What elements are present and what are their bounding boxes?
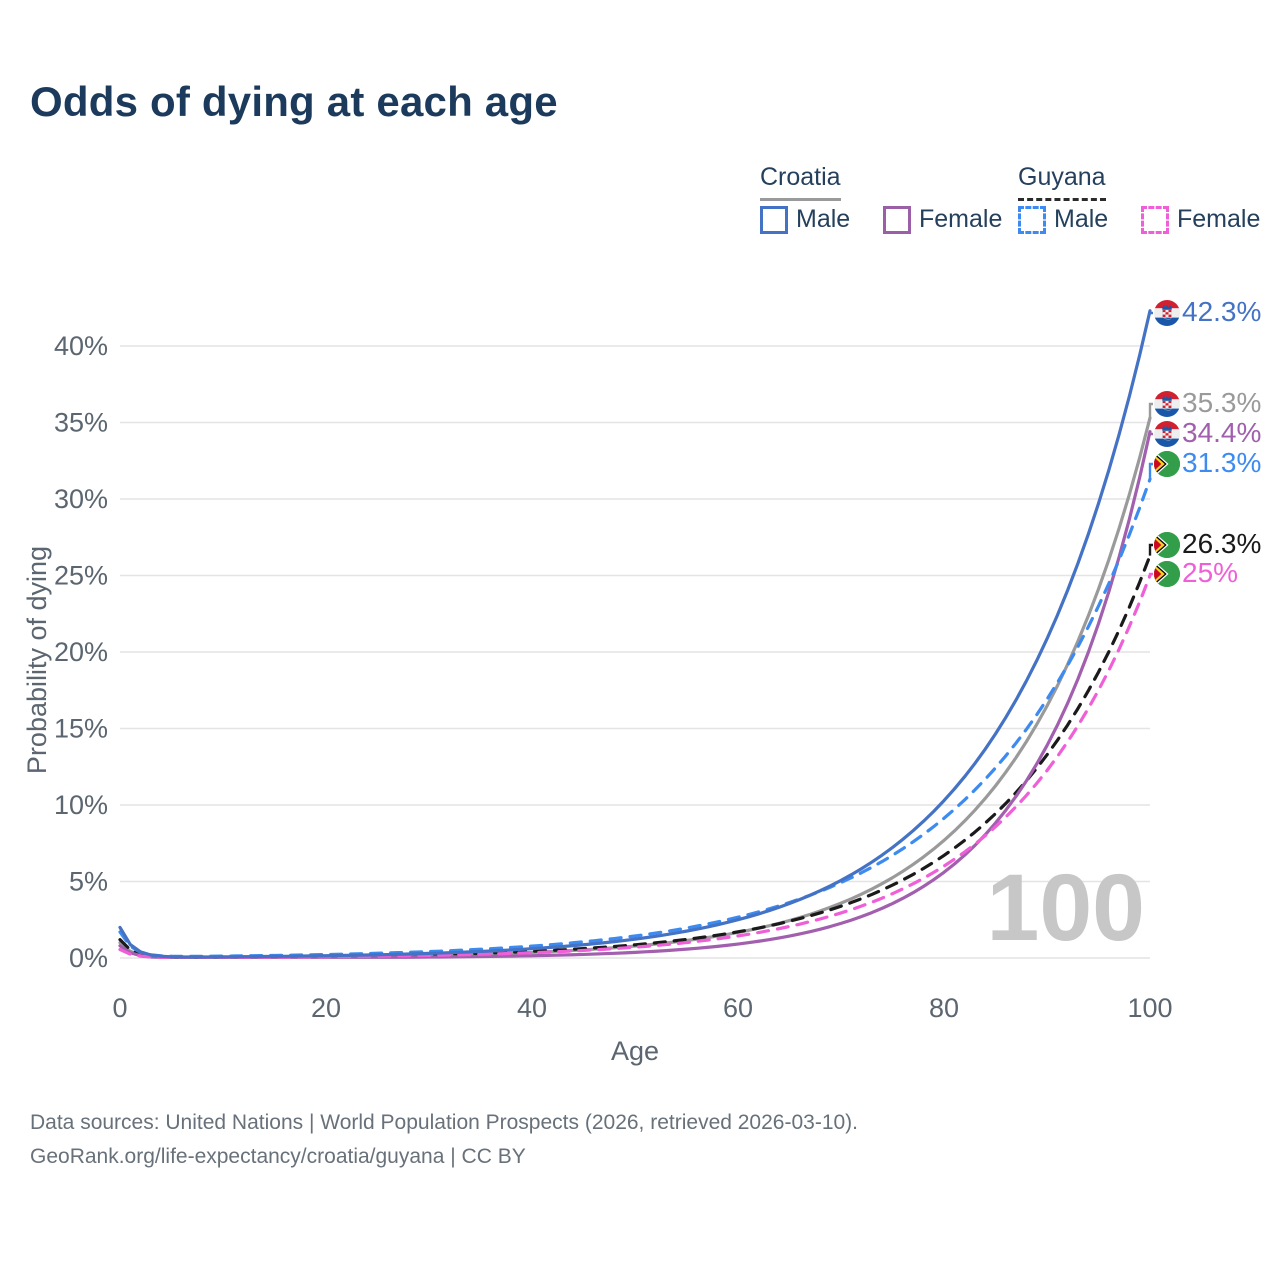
- svg-text:100: 100: [1127, 993, 1172, 1023]
- svg-text:34.4%: 34.4%: [1182, 417, 1261, 448]
- svg-text:35.3%: 35.3%: [1182, 387, 1261, 418]
- svg-text:30%: 30%: [54, 484, 108, 514]
- svg-text:0: 0: [112, 993, 127, 1023]
- svg-text:10%: 10%: [54, 790, 108, 820]
- svg-text:15%: 15%: [54, 714, 108, 744]
- svg-text:20: 20: [311, 993, 341, 1023]
- svg-text:Probability of dying: Probability of dying: [22, 546, 52, 774]
- svg-text:60: 60: [723, 993, 753, 1023]
- svg-text:20%: 20%: [54, 637, 108, 667]
- svg-text:80: 80: [929, 993, 959, 1023]
- svg-text:31.3%: 31.3%: [1182, 447, 1261, 478]
- svg-text:42.3%: 42.3%: [1182, 296, 1261, 327]
- svg-text:40%: 40%: [54, 331, 108, 361]
- svg-text:25%: 25%: [54, 561, 108, 591]
- svg-text:40: 40: [517, 993, 547, 1023]
- svg-text:5%: 5%: [69, 867, 108, 897]
- svg-text:35%: 35%: [54, 408, 108, 438]
- svg-text:100: 100: [986, 855, 1145, 961]
- svg-text:26.3%: 26.3%: [1182, 528, 1261, 559]
- svg-text:Age: Age: [611, 1036, 659, 1066]
- svg-text:0%: 0%: [69, 943, 108, 973]
- svg-text:25%: 25%: [1182, 557, 1238, 588]
